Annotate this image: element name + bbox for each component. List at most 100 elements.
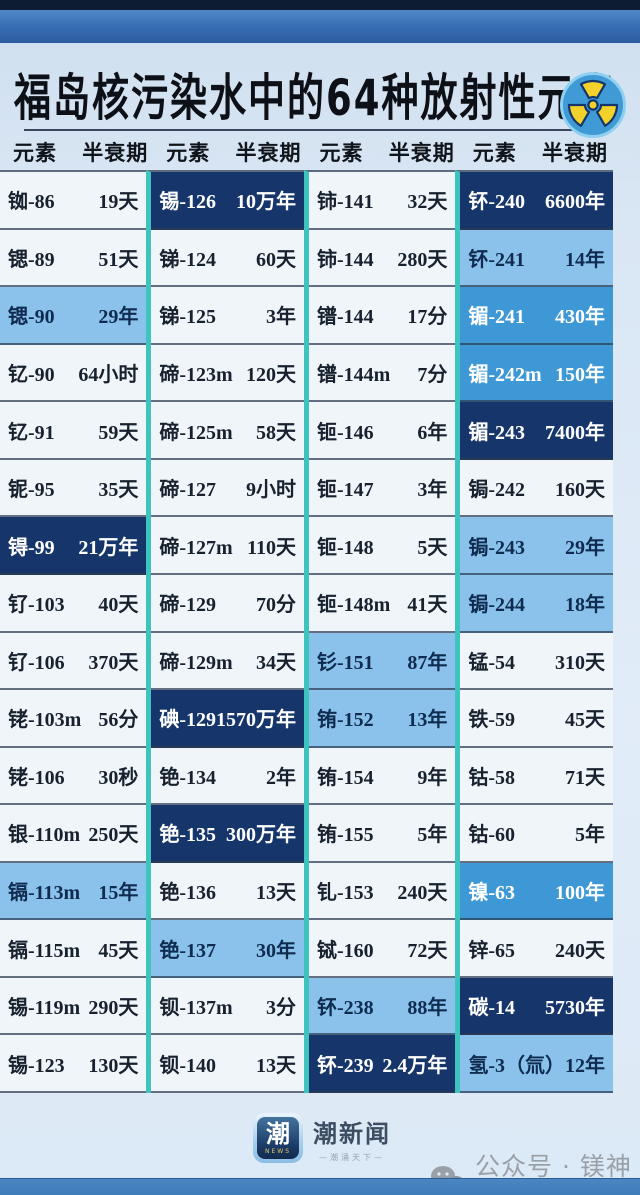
half-life-value: 13年: [407, 709, 448, 732]
element-name: 钷-147: [317, 479, 374, 502]
half-life-value: 130天: [88, 1054, 139, 1077]
element-name: 碲-123m: [159, 363, 233, 386]
element-name: 碲-129: [159, 594, 216, 617]
half-life-value: 60天: [256, 248, 296, 271]
element-row: 锶-89 51天: [0, 229, 147, 288]
element-row: 锔-244 18年: [460, 574, 613, 633]
element-row: 钷-148m 41天: [309, 574, 456, 633]
element-row: 铕-154 9年: [309, 747, 456, 806]
half-life-value: 110天: [247, 536, 296, 559]
element-name: 锔-243: [468, 536, 525, 559]
element-row: 钆-153 240天: [309, 862, 456, 921]
half-life-header-label: 半衰期: [235, 141, 302, 165]
element-row: 银-110m 250天: [0, 805, 147, 863]
element-row: 钴-60 5年: [460, 805, 613, 863]
element-row: 镨-144 17分: [309, 287, 456, 345]
element-row: 钷-146 6年: [309, 402, 456, 460]
element-row: 钷-147 3年: [309, 459, 456, 518]
element-row: 锶-90 29年: [0, 287, 147, 345]
half-life-value: 3年: [417, 479, 448, 502]
half-life-value: 6600年: [545, 191, 605, 214]
element-row: 钴-58 71天: [460, 747, 613, 806]
half-life-value: 59天: [98, 421, 139, 444]
element-name: 镅-243: [468, 421, 525, 444]
column-header-group-1: 元素 半衰期: [0, 137, 153, 167]
element-name: 铌-95: [8, 479, 55, 502]
element-name: 钐-151: [317, 651, 374, 674]
element-row: 锡-126 10万年: [151, 172, 304, 230]
half-life-value: 250天: [88, 824, 139, 847]
element-row: 钚-238 88年: [309, 977, 456, 1036]
column-header-group-4: 元素 半衰期: [460, 137, 613, 167]
element-name: 镉-113m: [8, 882, 81, 905]
element-row: 铑-103m 56分: [0, 690, 147, 748]
element-name: 铽-160: [317, 939, 374, 962]
element-name: 锡-126: [159, 191, 216, 214]
top-blue-band: [0, 10, 640, 43]
element-row: 铌-95 35天: [0, 459, 147, 518]
element-header-label: 元素: [166, 141, 211, 165]
element-name: 钌-103: [8, 594, 65, 617]
top-dark-strip: [0, 0, 640, 10]
element-header-label: 元素: [319, 141, 364, 165]
element-row: 镍-63 100年: [460, 862, 613, 921]
element-name: 钚-238: [317, 997, 374, 1020]
element-row: 钌-103 40天: [0, 574, 147, 633]
element-row: 镨-144m 7分: [309, 344, 456, 403]
element-name: 铕-155: [317, 824, 374, 847]
half-life-value: 64小时: [78, 363, 139, 386]
half-life-value: 58天: [256, 421, 296, 444]
element-row: 碲-129m 34天: [151, 632, 304, 691]
element-column-1: 铷-86 19天 锶-89 51天 锶-90 29年 钇-90 64小时 钇-91 59天 铌-95…: [0, 170, 147, 1093]
element-name: 锌-65: [468, 939, 515, 962]
half-life-value: 87年: [407, 651, 448, 674]
half-life-value: 34天: [256, 651, 296, 674]
element-name: 铯-136: [159, 882, 216, 905]
element-row: 铯-135 300万年: [151, 805, 304, 863]
element-row: 钇-91 59天: [0, 402, 147, 460]
half-life-value: 370天: [88, 651, 139, 674]
element-row: 锰-54 310天: [460, 632, 613, 691]
news-brand-logo: 潮 NEWS 潮新闻 —潮涌天下—: [253, 1113, 391, 1163]
half-life-value: 17分: [407, 306, 448, 329]
element-name: 钇-91: [8, 421, 55, 444]
column-header-group-2: 元素 半衰期: [153, 137, 306, 167]
element-name: 锔-244: [468, 594, 525, 617]
half-life-value: 13天: [256, 1054, 296, 1077]
half-life-value: 12年: [565, 1054, 605, 1077]
half-life-value: 5年: [575, 824, 605, 847]
half-life-value: 70分: [256, 594, 296, 617]
column-header-group-3: 元素 半衰期: [307, 137, 460, 167]
bottom-blue-bar: [0, 1178, 640, 1195]
brand-name: 潮新闻: [313, 1119, 391, 1148]
element-column-2: 锡-126 10万年 锑-124 60天 锑-125 3年 碲-123m 120天 碲-125m…: [146, 170, 304, 1093]
element-row: 镅-241 430年: [460, 287, 613, 345]
element-name: 钴-60: [468, 824, 515, 847]
half-life-value: 290天: [88, 997, 139, 1020]
element-name: 镉-115m: [8, 939, 81, 962]
element-name: 镨-144: [317, 306, 374, 329]
element-name: 锑-124: [159, 248, 216, 271]
element-name: 钷-148: [317, 536, 374, 559]
half-life-value: 5年: [417, 824, 448, 847]
half-life-value: 56分: [98, 709, 139, 732]
half-life-value: 13天: [256, 882, 296, 905]
half-life-value: 9年: [417, 766, 448, 789]
element-row: 锌-65 240天: [460, 920, 613, 978]
element-name: 锡-123: [8, 1054, 65, 1077]
element-name: 镅-241: [468, 306, 525, 329]
chao-news-app-icon-inner: 潮 NEWS: [257, 1117, 299, 1159]
element-row: 碳-14 5730年: [460, 977, 613, 1036]
half-life-value: 5天: [417, 536, 448, 559]
half-life-value: 100年: [555, 882, 605, 905]
element-row: 铯-136 13天: [151, 862, 304, 921]
element-name: 铷-86: [8, 191, 55, 214]
element-name: 镅-242m: [468, 363, 542, 386]
half-life-value: 72天: [407, 939, 448, 962]
chao-news-app-icon: 潮 NEWS: [253, 1113, 303, 1163]
element-header-label: 元素: [472, 141, 517, 165]
half-life-value: 7分: [417, 363, 448, 386]
element-row: 锑-124 60天: [151, 229, 304, 288]
element-row: 铯-134 2年: [151, 747, 304, 806]
element-row: 钡-140 13天: [151, 1035, 304, 1093]
